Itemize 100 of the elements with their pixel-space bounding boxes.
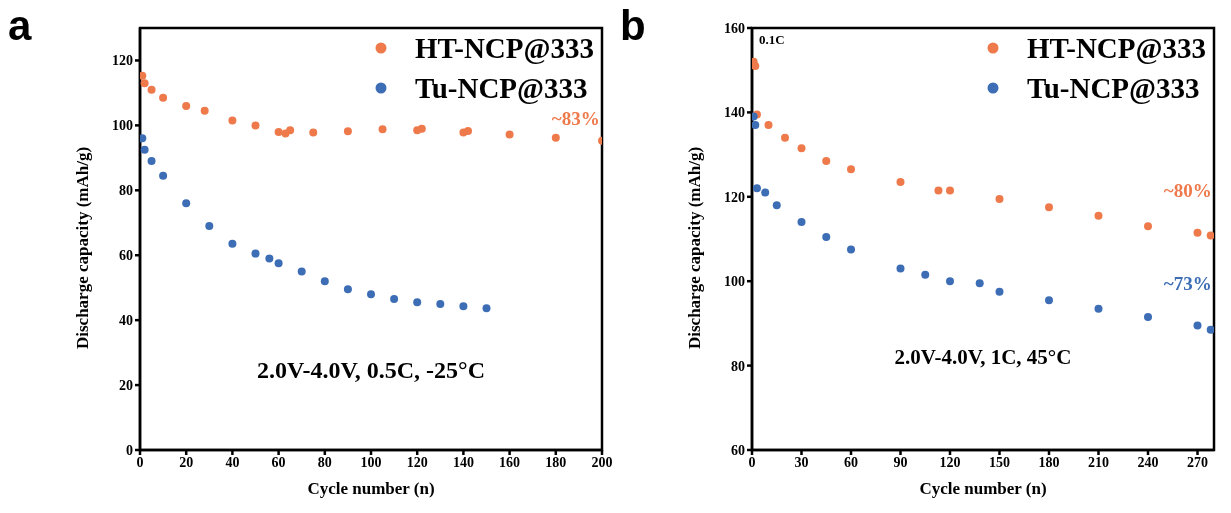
point [343, 285, 352, 294]
y-tick-label: 100 [112, 118, 133, 134]
point [752, 121, 760, 130]
point [995, 287, 1004, 296]
legend-label: Tu-NCP@333 [1027, 71, 1200, 106]
point [551, 133, 560, 142]
point [251, 121, 260, 130]
point [140, 134, 147, 143]
point [464, 126, 473, 135]
point [781, 133, 789, 142]
x-tick-label: 60 [271, 454, 286, 470]
point [228, 116, 237, 125]
point [147, 85, 156, 94]
point [761, 188, 770, 197]
y-tick-label: 80 [119, 183, 133, 199]
annotation: 2.0V-4.0V, 0.5C, -25°C [255, 357, 486, 385]
x-tick-label: 200 [591, 454, 613, 470]
point [797, 218, 806, 227]
point [482, 304, 491, 313]
point [251, 249, 260, 258]
x-tick-label: 180 [545, 454, 567, 470]
point [505, 130, 514, 139]
x-tick-label: 270 [1187, 454, 1208, 470]
y-axis-title: Discharge capacity (mAh/g) [73, 146, 93, 349]
x-tick-label: 180 [1038, 454, 1060, 470]
point [1206, 231, 1214, 240]
point [413, 298, 422, 307]
point [297, 267, 306, 276]
point [182, 199, 191, 208]
x-tick-label: 240 [1137, 454, 1159, 470]
point [752, 184, 761, 193]
point [921, 270, 930, 279]
y-tick-label: 40 [119, 313, 133, 329]
x-tick-label: 210 [1088, 454, 1109, 470]
y-tick-label: 60 [731, 442, 745, 458]
point [459, 302, 468, 311]
point [975, 279, 984, 288]
point [995, 194, 1004, 203]
chart-title: b [620, 2, 646, 50]
annotation: 0.1C [758, 32, 785, 49]
point [320, 277, 329, 286]
point [797, 144, 806, 153]
point [436, 299, 445, 308]
point [200, 106, 209, 115]
point [1045, 203, 1053, 212]
point [274, 127, 283, 136]
point [205, 222, 214, 231]
y-tick-label: 160 [724, 20, 745, 36]
point [1193, 228, 1202, 237]
chart-title: a [8, 2, 32, 50]
x-tick-label: 0 [136, 454, 144, 470]
point [417, 124, 426, 133]
point [946, 186, 954, 195]
x-axis-title: Cycle number (n) [307, 479, 435, 498]
point [1045, 296, 1053, 305]
point [390, 295, 399, 304]
point [309, 128, 318, 137]
y-tick-label: 80 [731, 358, 745, 374]
legend-label: HT-NCP@333 [1027, 31, 1206, 66]
point [1144, 222, 1152, 231]
y-axis-title: Discharge capacity (mAh/g) [685, 146, 705, 349]
point [159, 171, 168, 180]
point [228, 239, 237, 248]
x-tick-label: 20 [179, 454, 194, 470]
x-tick-label: 150 [989, 454, 1010, 470]
x-tick-label: 30 [794, 454, 809, 470]
x-tick-label: 90 [893, 454, 908, 470]
y-tick-label: 20 [119, 378, 133, 394]
y-tick-label: 60 [119, 248, 133, 264]
point [822, 232, 831, 241]
point [1193, 321, 1202, 330]
x-tick-label: 80 [317, 454, 332, 470]
annotation: 2.0V-4.0V, 1C, 45°C [893, 344, 1073, 370]
point [140, 79, 149, 88]
legend-label: HT-NCP@333 [415, 31, 594, 66]
x-axis-title: Cycle number (n) [919, 479, 1047, 498]
point [1094, 211, 1103, 220]
x-tick-label: 40 [225, 454, 240, 470]
point [847, 165, 855, 174]
annotation: ~73% [1163, 272, 1212, 295]
y-tick-label: 120 [724, 189, 745, 205]
x-tick-label: 0 [748, 454, 756, 470]
y-tick-label: 120 [112, 53, 133, 69]
x-tick-label: 120 [406, 454, 428, 470]
point [896, 264, 905, 273]
point [764, 121, 773, 130]
x-tick-label: 120 [939, 454, 961, 470]
y-tick-label: 100 [724, 274, 745, 290]
x-tick-label: 100 [360, 454, 382, 470]
point [1206, 325, 1214, 334]
x-tick-label: 60 [844, 454, 858, 470]
point [274, 259, 283, 268]
point [140, 71, 147, 80]
y-tick-label: 0 [126, 442, 133, 458]
legend-label: Tu-NCP@333 [415, 71, 588, 106]
point [1094, 304, 1103, 313]
point [286, 126, 295, 135]
point [752, 61, 760, 70]
point [946, 277, 954, 286]
x-tick-label: 140 [452, 454, 474, 470]
